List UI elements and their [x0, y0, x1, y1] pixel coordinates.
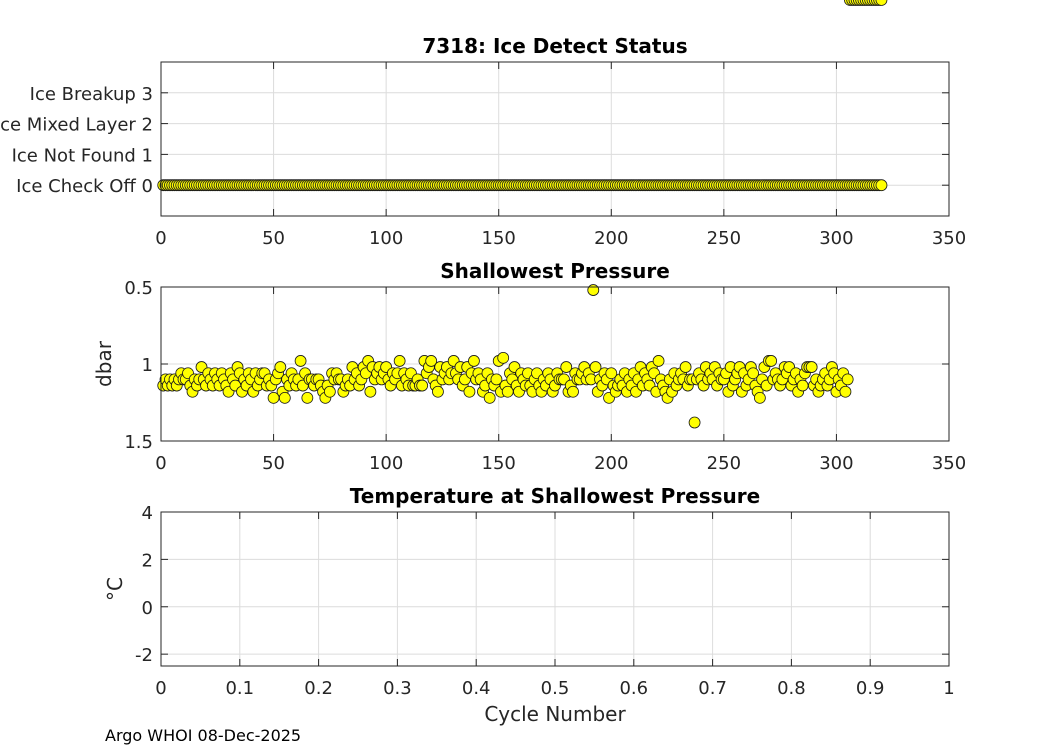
ice-detect-axes	[160, 61, 950, 217]
data-point	[364, 385, 377, 398]
x-tick-label: 0.5	[541, 678, 570, 699]
x-tick-label: 150	[482, 453, 516, 474]
data-point	[875, 179, 888, 192]
data-point	[841, 373, 854, 386]
pressure-title: Shallowest Pressure	[440, 259, 670, 283]
x-tick-label: 0.2	[304, 678, 333, 699]
temperature-y-label: °C	[103, 577, 127, 601]
y-tick-label: 2	[142, 550, 153, 571]
data-point	[301, 391, 314, 404]
data-point	[560, 361, 573, 373]
data-point	[497, 351, 510, 364]
y-tick-label: 0	[142, 598, 153, 619]
pressure-x-ticks: 0 50 100 150 200 250 300 350	[155, 287, 966, 474]
x-tick-label: 100	[369, 453, 403, 474]
data-point	[278, 391, 291, 404]
x-tick-label: 50	[262, 228, 285, 249]
x-tick-label: 50	[262, 453, 285, 474]
ice-detect-title: 7318: Ice Detect Status	[422, 34, 687, 58]
x-tick-label: 0	[155, 453, 166, 474]
x-tick-label: 200	[594, 228, 628, 249]
x-tick-label: 200	[594, 453, 628, 474]
data-point	[679, 361, 692, 373]
x-tick-label: 0	[155, 228, 166, 249]
x-tick-label: 350	[932, 228, 966, 249]
axes-border	[160, 511, 950, 667]
x-tick-label: 0.1	[225, 678, 254, 699]
data-point	[589, 361, 602, 373]
data-point	[483, 391, 496, 404]
ice-detect-panel: 0 50 100 150 200 250 300 350 Ice Check Off 0Ice…	[0, 34, 966, 249]
axes-border	[160, 286, 950, 442]
data-point	[463, 385, 476, 398]
data-point	[294, 355, 307, 367]
x-tick-label: 0	[155, 678, 166, 699]
y-tick-label: 4	[142, 503, 153, 524]
y-tick-label: 0.5	[124, 278, 153, 299]
data-point	[468, 355, 480, 367]
data-point	[432, 385, 444, 398]
ice-detect-y-ticks: Ice Check Off 0 Ice Not Found 1 Ice Mixed …	[0, 84, 949, 197]
data-point	[567, 385, 579, 398]
y-tick-label: -2	[135, 645, 153, 666]
axes-border	[160, 61, 950, 217]
x-tick-label: 0.3	[383, 678, 412, 699]
pressure-y-ticks: 0.5 1 1.5	[124, 278, 949, 453]
shallowest-pressure-panel: 0 50 100 150 200 250 300 350 0.5 1 1.5 Shallowest…	[92, 0, 966, 474]
x-tick-label: 350	[932, 453, 966, 474]
x-tick-label: 250	[707, 228, 741, 249]
y-tick-label: Ice Mixed Layer 2	[0, 115, 153, 136]
ice-detect-x-ticks: 0 50 100 150 200 250 300 350	[155, 62, 966, 249]
x-tick-label: 150	[482, 228, 516, 249]
x-tick-label: 1	[943, 678, 954, 699]
footer-credit: Argo WHOI 08-Dec-2025	[105, 726, 301, 745]
data-point	[839, 385, 852, 398]
data-point	[765, 355, 778, 367]
y-tick-label: Ice Not Found 1	[12, 145, 153, 166]
y-tick-label: Ice Breakup 3	[30, 84, 153, 105]
data-point	[753, 391, 766, 404]
data-point	[605, 367, 618, 380]
x-tick-label: 0.8	[777, 678, 806, 699]
data-point	[393, 355, 406, 367]
cycle-number-x-label: Cycle Number	[484, 702, 626, 726]
x-tick-label: 0.9	[856, 678, 885, 699]
x-tick-label: 0.6	[619, 678, 648, 699]
data-point	[323, 385, 336, 398]
data-point	[416, 379, 429, 392]
y-tick-label: 1.5	[124, 432, 153, 453]
x-tick-label: 100	[369, 228, 403, 249]
x-tick-label: 250	[707, 453, 741, 474]
data-point	[747, 367, 760, 380]
x-tick-label: 0.7	[698, 678, 727, 699]
x-tick-label: 300	[819, 453, 853, 474]
ice-detect-points	[157, 179, 888, 192]
pressure-y-label: dbar	[92, 340, 116, 387]
data-point	[805, 361, 818, 373]
pressure-points	[157, 0, 888, 429]
y-tick-label: Ice Check Off 0	[16, 176, 153, 197]
x-tick-label: 0.4	[462, 678, 491, 699]
data-point	[652, 355, 665, 367]
data-point	[875, 0, 888, 6]
data-point	[490, 373, 503, 386]
data-point	[587, 284, 600, 296]
temperature-y-ticks: -2 0 2 4	[135, 503, 949, 666]
x-tick-label: 300	[819, 228, 853, 249]
data-point	[425, 355, 438, 367]
temperature-x-ticks: 0 0.1 0.2 0.3 0.4 0.5 0.6 0.7 0.8 0.9 1	[155, 512, 955, 699]
data-point	[796, 379, 809, 392]
data-point	[688, 416, 701, 429]
y-tick-label: 1	[142, 355, 153, 376]
temperature-title: Temperature at Shallowest Pressure	[350, 484, 760, 508]
data-point	[274, 361, 287, 373]
